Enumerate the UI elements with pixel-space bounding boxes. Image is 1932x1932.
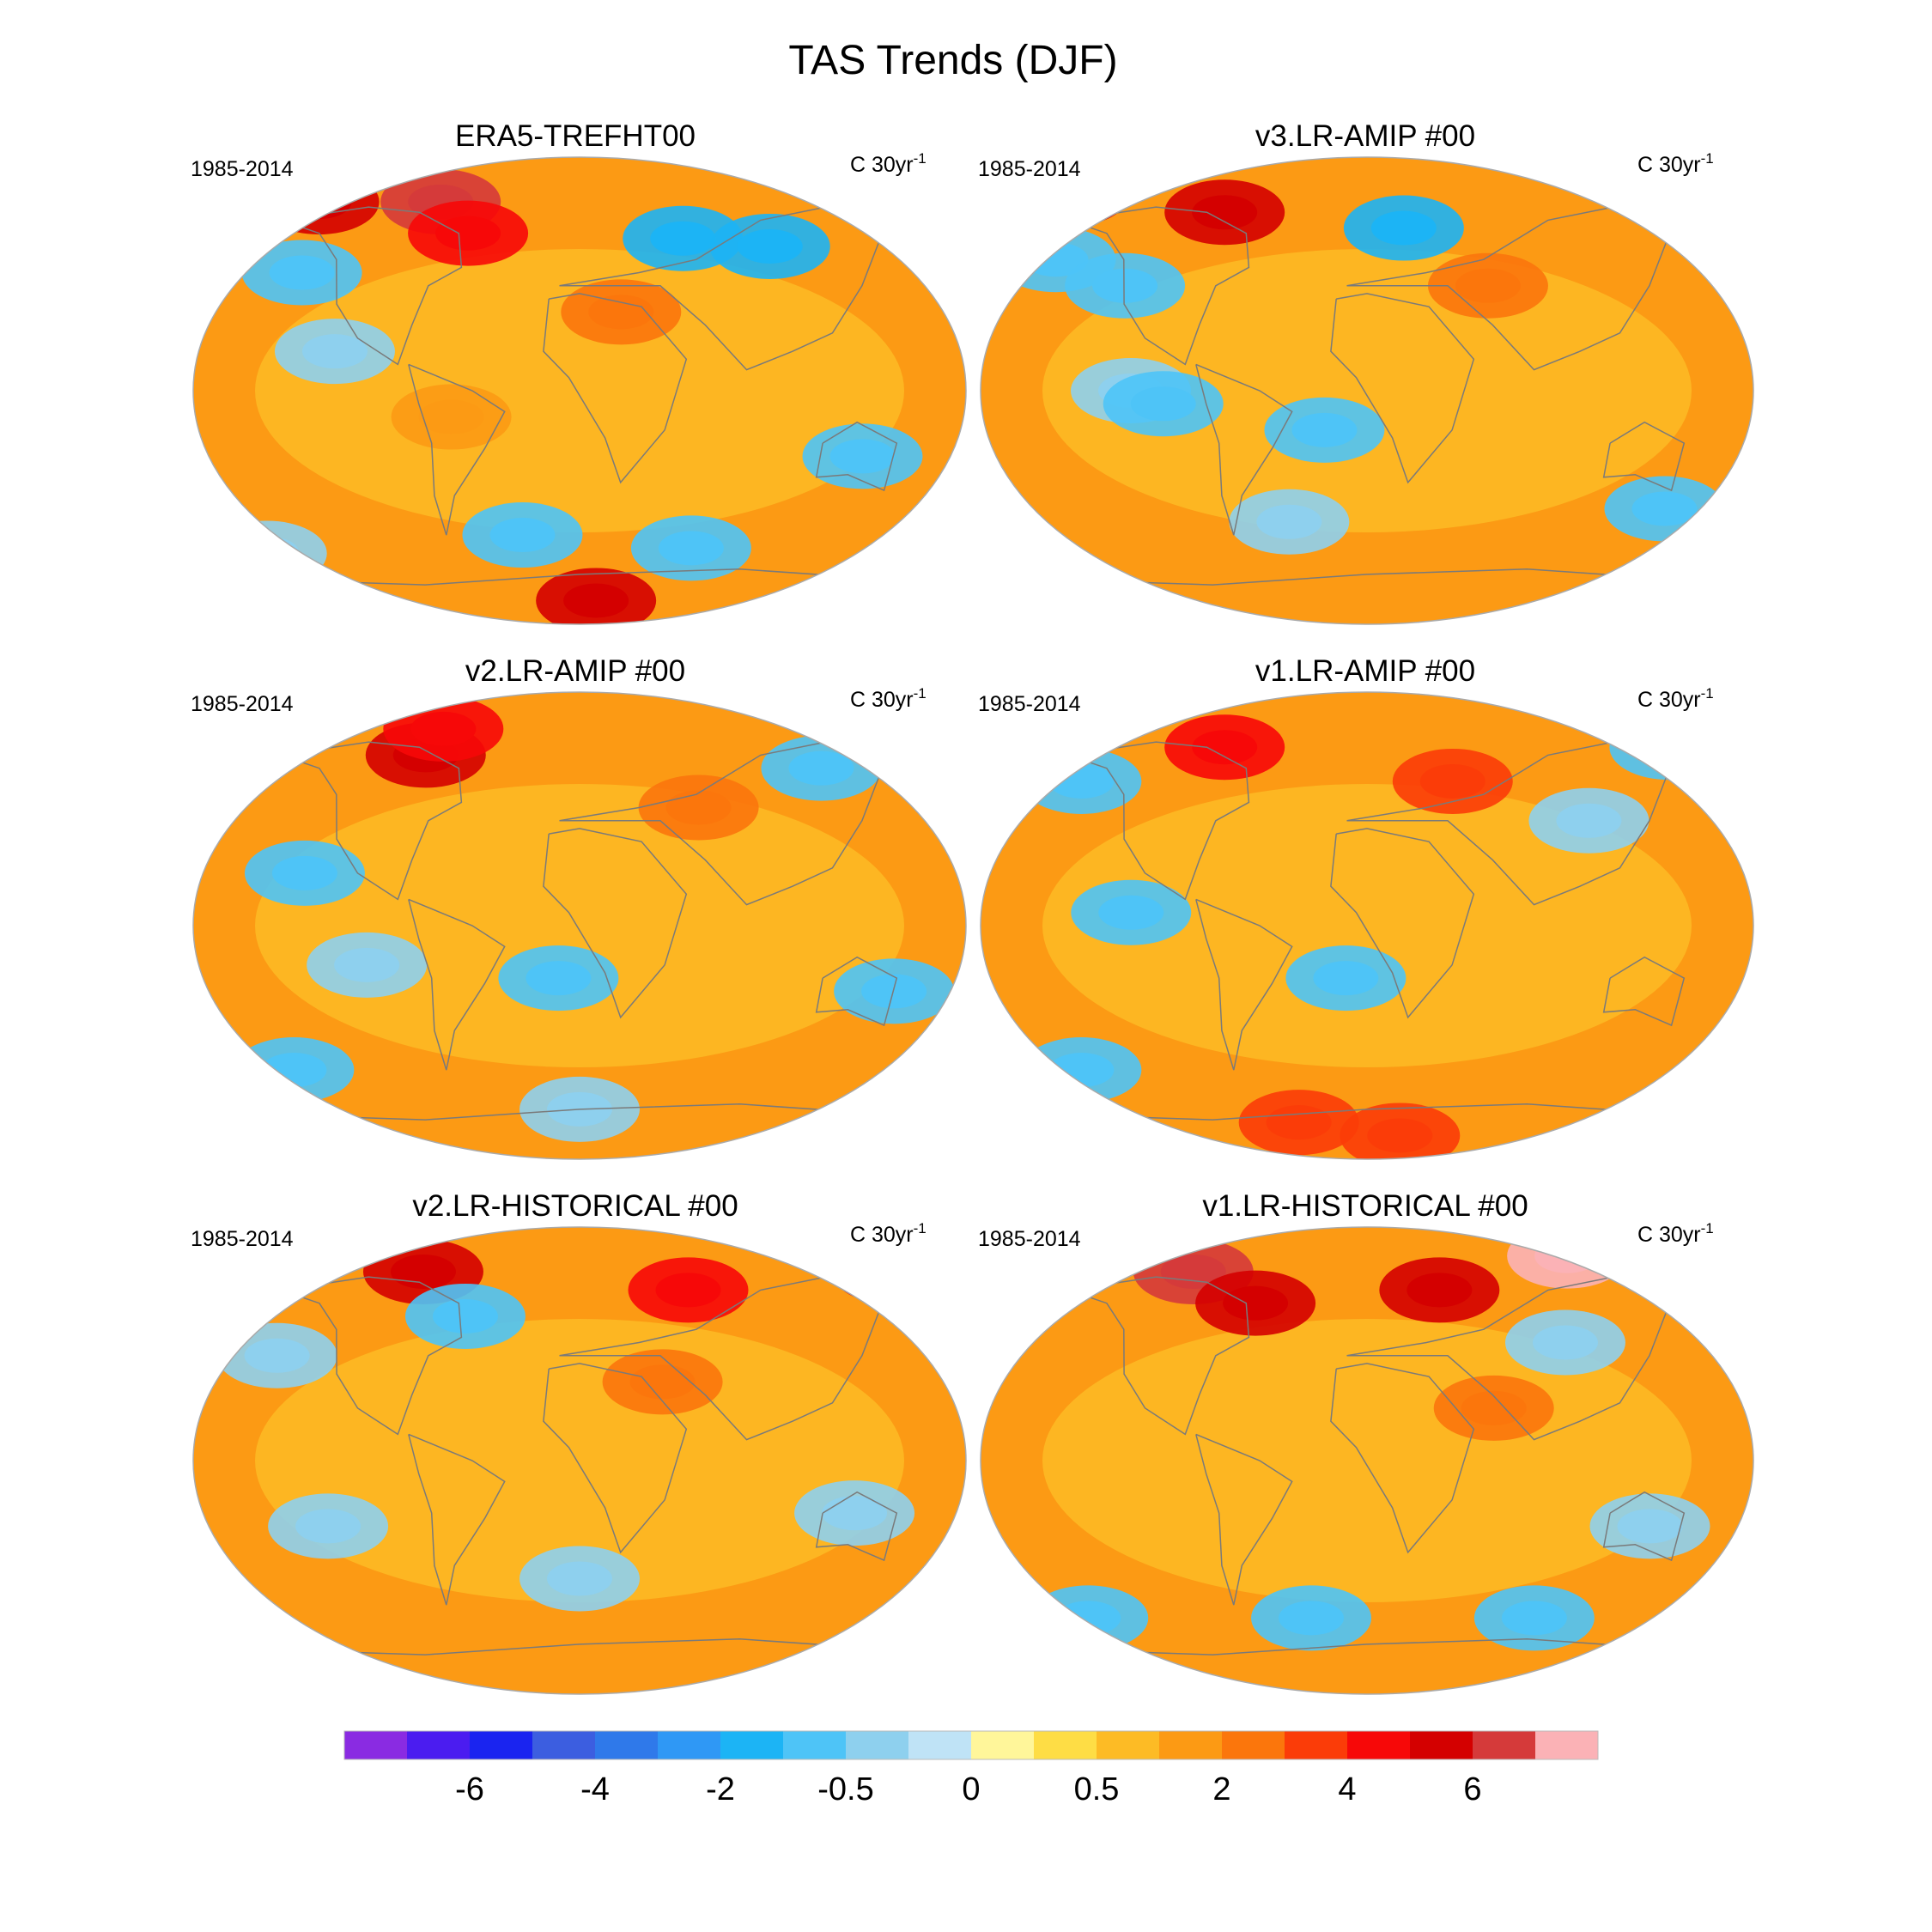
coastlines: [266, 741, 898, 1121]
map-border: [980, 156, 1754, 625]
colorbar-swatch: [1473, 1731, 1535, 1759]
colorbar-swatch: [1535, 1731, 1598, 1759]
map-panel: ERA5-TREFHT00 1985-2014 C 30yr-1: [191, 119, 967, 625]
map-border: [192, 156, 967, 625]
panel-period-label: 1985-2014: [978, 692, 1081, 716]
colorbar-swatch: [658, 1731, 720, 1759]
colorbar-swatch: [1222, 1731, 1285, 1759]
panel-period-label: 1985-2014: [978, 157, 1081, 181]
colorbar-swatch: [470, 1731, 532, 1759]
panel-units-label: C 30yr-1: [1637, 1220, 1714, 1247]
colorbar-swatch: [1034, 1731, 1097, 1759]
map-panel: v2.LR-HISTORICAL #00 1985-2014 C 30yr-1: [191, 1189, 967, 1695]
panel-title: ERA5-TREFHT00: [455, 119, 696, 153]
colorbar-tick-label: -0.5: [817, 1771, 873, 1807]
colorbar-swatch: [1347, 1731, 1410, 1759]
colorbar-swatch: [783, 1731, 846, 1759]
panel-units-label: C 30yr-1: [1637, 685, 1714, 712]
colorbar-swatch: [846, 1731, 908, 1759]
colorbar-tick-label: -6: [455, 1771, 484, 1807]
map-panel: v1.LR-AMIP #00 1985-2014 C 30yr-1: [978, 654, 1754, 1160]
colorbar-swatch: [407, 1731, 470, 1759]
map-border: [192, 691, 967, 1160]
colorbar-tick-label: -4: [580, 1771, 610, 1807]
colorbar-swatch: [720, 1731, 783, 1759]
colorbar-tick-label: 0.5: [1074, 1771, 1120, 1807]
panel-units-label: C 30yr-1: [1637, 150, 1714, 177]
panel-units-label: C 30yr-1: [850, 685, 927, 712]
map-border: [192, 1226, 967, 1695]
panel-title: v3.LR-AMIP #00: [1255, 119, 1475, 153]
colorbar-tick-label: 6: [1463, 1771, 1481, 1807]
trend-blob: [1609, 714, 1730, 781]
colorbar-swatch: [971, 1731, 1034, 1759]
colorbar-tick-label: 4: [1338, 1771, 1356, 1807]
figure-title: TAS Trends (DJF): [788, 38, 1117, 83]
coastlines: [266, 1276, 898, 1656]
coastlines: [1054, 206, 1686, 586]
colorbar-swatch: [595, 1731, 658, 1759]
colorbar-tick-label: 0: [962, 1771, 980, 1807]
coastlines: [266, 206, 898, 586]
panel-title: v2.LR-AMIP #00: [465, 654, 685, 688]
colorbar-swatch: [1159, 1731, 1222, 1759]
panel-period-label: 1985-2014: [978, 1227, 1081, 1251]
panel-title: v1.LR-HISTORICAL #00: [1202, 1189, 1528, 1223]
colorbar-swatch: [344, 1731, 407, 1759]
map-border: [980, 1226, 1754, 1695]
map-panel: v3.LR-AMIP #00 1985-2014 C 30yr-1: [978, 119, 1754, 625]
colorbar: -6 -4 -2 -0.5 0 0.5 2 4 6: [343, 1730, 1599, 1807]
colorbar-swatch: [1097, 1731, 1159, 1759]
panel-period-label: 1985-2014: [191, 157, 294, 181]
colorbar-swatch: [1285, 1731, 1347, 1759]
panel-title: v1.LR-AMIP #00: [1255, 654, 1475, 688]
colorbar-tick-label: -2: [706, 1771, 735, 1807]
colorbar-tick-label: 2: [1212, 1771, 1230, 1807]
colorbar-swatch: [908, 1731, 971, 1759]
colorbar-frame: [343, 1730, 1599, 1760]
map-panel: v2.LR-AMIP #00 1985-2014 C 30yr-1: [191, 654, 967, 1160]
colorbar-swatch: [532, 1731, 595, 1759]
panel-period-label: 1985-2014: [191, 1227, 294, 1251]
colorbar-swatch: [1410, 1731, 1473, 1759]
panel-units-label: C 30yr-1: [850, 150, 927, 177]
panel-units-label: C 30yr-1: [850, 1220, 927, 1247]
panel-period-label: 1985-2014: [191, 692, 294, 716]
panel-title: v2.LR-HISTORICAL #00: [412, 1189, 738, 1223]
coastlines: [1054, 1276, 1686, 1656]
coastlines: [1054, 741, 1686, 1121]
map-panel: v1.LR-HISTORICAL #00 1985-2014 C 30yr-1: [978, 1189, 1754, 1695]
map-border: [980, 691, 1754, 1160]
trend-blob: [206, 520, 327, 586]
